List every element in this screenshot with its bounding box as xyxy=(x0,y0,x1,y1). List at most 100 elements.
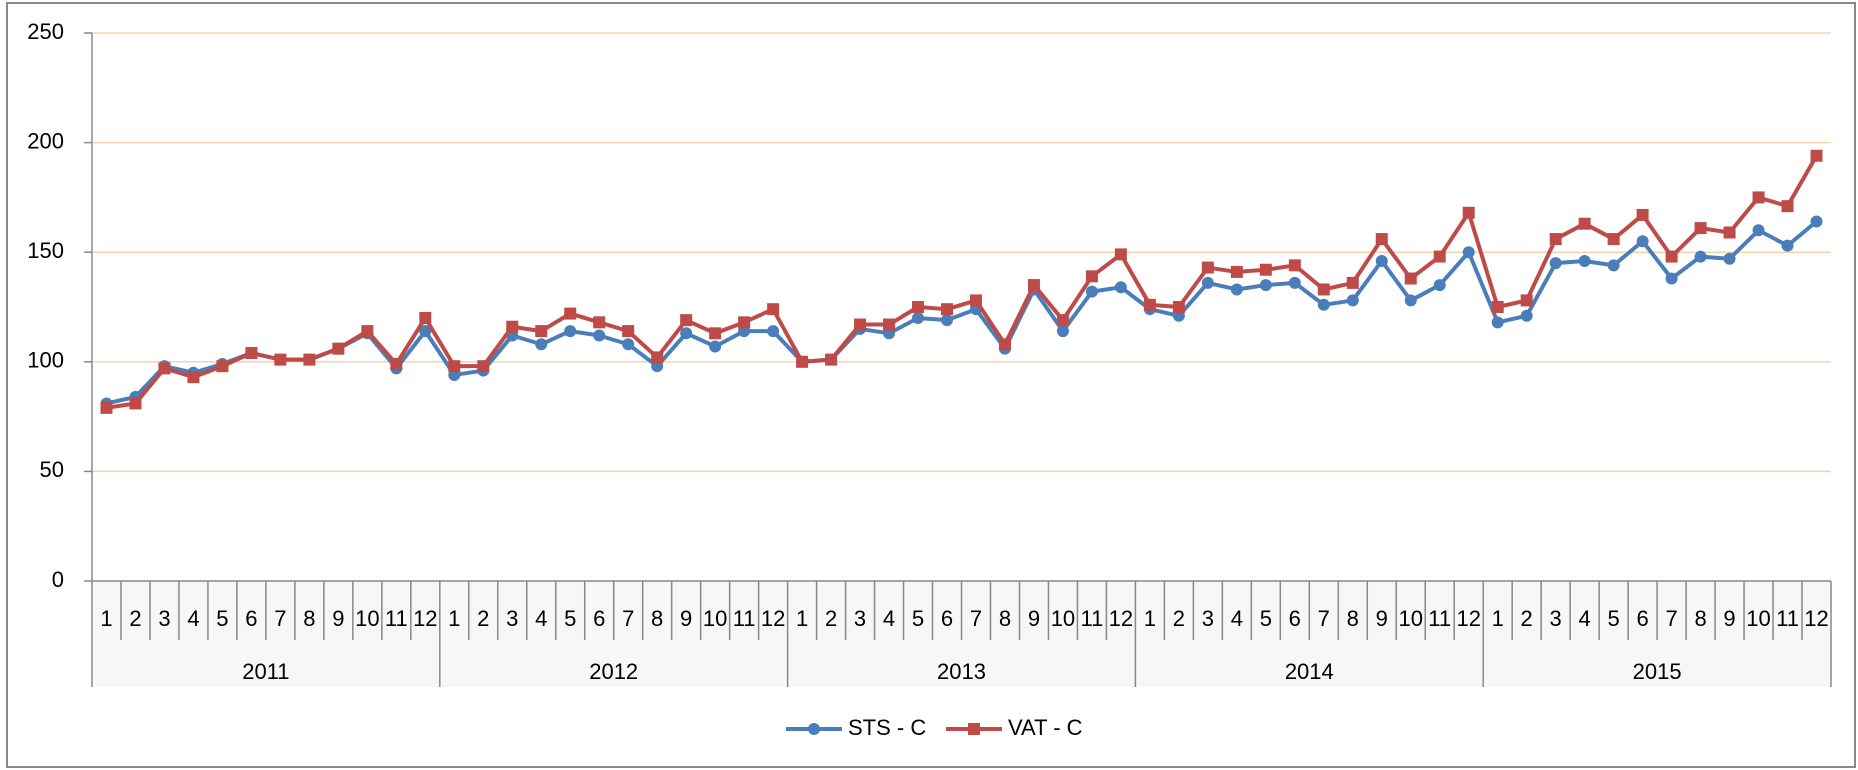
x-tick-label: 10 xyxy=(1746,606,1770,631)
marker xyxy=(1404,272,1417,285)
y-tick-label: 150 xyxy=(27,238,64,263)
marker xyxy=(1346,276,1359,289)
x-tick-label: 1 xyxy=(1144,606,1156,631)
marker xyxy=(1665,250,1678,263)
marker xyxy=(245,347,258,360)
marker xyxy=(998,338,1011,351)
marker xyxy=(1143,298,1156,311)
x-tick-label: 6 xyxy=(245,606,257,631)
x-tick-label: 4 xyxy=(535,606,547,631)
marker xyxy=(738,316,751,329)
marker xyxy=(1317,298,1330,311)
marker xyxy=(419,311,432,324)
marker xyxy=(854,318,867,331)
marker xyxy=(129,397,142,410)
year-label: 2011 xyxy=(242,659,289,684)
x-tick-label: 7 xyxy=(622,606,634,631)
marker xyxy=(564,325,577,338)
x-tick-label: 12 xyxy=(1804,606,1828,631)
x-tick-label: 8 xyxy=(1347,606,1359,631)
marker xyxy=(680,314,693,327)
marker xyxy=(564,307,577,320)
marker xyxy=(1752,224,1765,237)
x-tick-label: 11 xyxy=(1776,606,1799,631)
x-tick-label: 7 xyxy=(1318,606,1330,631)
marker xyxy=(1665,272,1678,285)
x-tick-label: 4 xyxy=(1579,606,1591,631)
marker xyxy=(274,353,287,366)
x-tick-label: 3 xyxy=(158,606,170,631)
marker xyxy=(1433,250,1446,263)
marker xyxy=(1607,233,1620,246)
marker xyxy=(1027,279,1040,292)
marker xyxy=(969,294,982,307)
marker xyxy=(651,351,664,364)
marker xyxy=(1085,285,1098,298)
marker xyxy=(1230,265,1243,278)
x-tick-label: 10 xyxy=(355,606,379,631)
marker xyxy=(1056,325,1069,338)
x-tick-label: 7 xyxy=(1665,606,1677,631)
marker xyxy=(593,316,606,329)
marker xyxy=(1375,254,1388,267)
marker xyxy=(1723,226,1736,239)
marker xyxy=(361,325,374,338)
x-tick-label: 1 xyxy=(796,606,808,631)
marker xyxy=(912,301,925,313)
marker xyxy=(477,360,490,373)
x-tick-label: 10 xyxy=(1398,606,1422,631)
x-tick-label: 11 xyxy=(385,606,408,631)
marker xyxy=(1259,263,1272,276)
marker xyxy=(1375,233,1388,246)
y-tick-label: 0 xyxy=(52,567,64,592)
marker xyxy=(1288,259,1301,272)
year-label: 2013 xyxy=(937,659,986,684)
marker xyxy=(1810,215,1823,228)
x-tick-label: 6 xyxy=(941,606,953,631)
x-tick-label: 6 xyxy=(1289,606,1301,631)
marker xyxy=(1723,252,1736,265)
marker xyxy=(1346,294,1359,307)
marker xyxy=(1578,254,1591,267)
x-tick-label: 11 xyxy=(733,606,756,631)
x-tick-label: 2 xyxy=(1521,606,1533,631)
year-label: 2014 xyxy=(1285,659,1334,684)
marker xyxy=(1114,281,1127,294)
x-tick-label: 5 xyxy=(1608,606,1620,631)
marker xyxy=(1549,257,1562,270)
marker xyxy=(1462,246,1475,259)
marker xyxy=(1404,294,1417,307)
x-tick-label: 9 xyxy=(1028,606,1040,631)
x-tick-label: 1 xyxy=(100,606,112,631)
marker xyxy=(680,327,693,340)
x-tick-label: 3 xyxy=(854,606,866,631)
x-tick-label: 3 xyxy=(506,606,518,631)
marker xyxy=(187,371,200,384)
x-tick-label: 9 xyxy=(1723,606,1735,631)
marker xyxy=(1259,279,1272,292)
marker xyxy=(767,303,780,316)
y-tick-label: 200 xyxy=(27,128,64,153)
x-tick-label: 10 xyxy=(1051,606,1075,631)
marker xyxy=(1781,200,1794,213)
marker xyxy=(622,338,635,351)
marker xyxy=(1288,276,1301,289)
x-tick-label: 5 xyxy=(564,606,576,631)
x-tick-label: 5 xyxy=(216,606,228,631)
marker xyxy=(1578,217,1591,230)
marker xyxy=(1085,270,1098,283)
year-label: 2015 xyxy=(1633,659,1682,684)
marker xyxy=(1491,316,1504,329)
x-tick-label: 8 xyxy=(1694,606,1706,631)
marker xyxy=(593,329,606,342)
y-tick-label: 100 xyxy=(27,348,64,373)
x-tick-label: 9 xyxy=(680,606,692,631)
x-tick-label: 8 xyxy=(999,606,1011,631)
x-tick-label: 12 xyxy=(413,606,437,631)
marker xyxy=(303,353,316,366)
marker xyxy=(1230,283,1243,296)
x-tick-label: 7 xyxy=(970,606,982,631)
marker xyxy=(1433,279,1446,292)
marker xyxy=(968,723,980,735)
marker xyxy=(1810,149,1823,162)
